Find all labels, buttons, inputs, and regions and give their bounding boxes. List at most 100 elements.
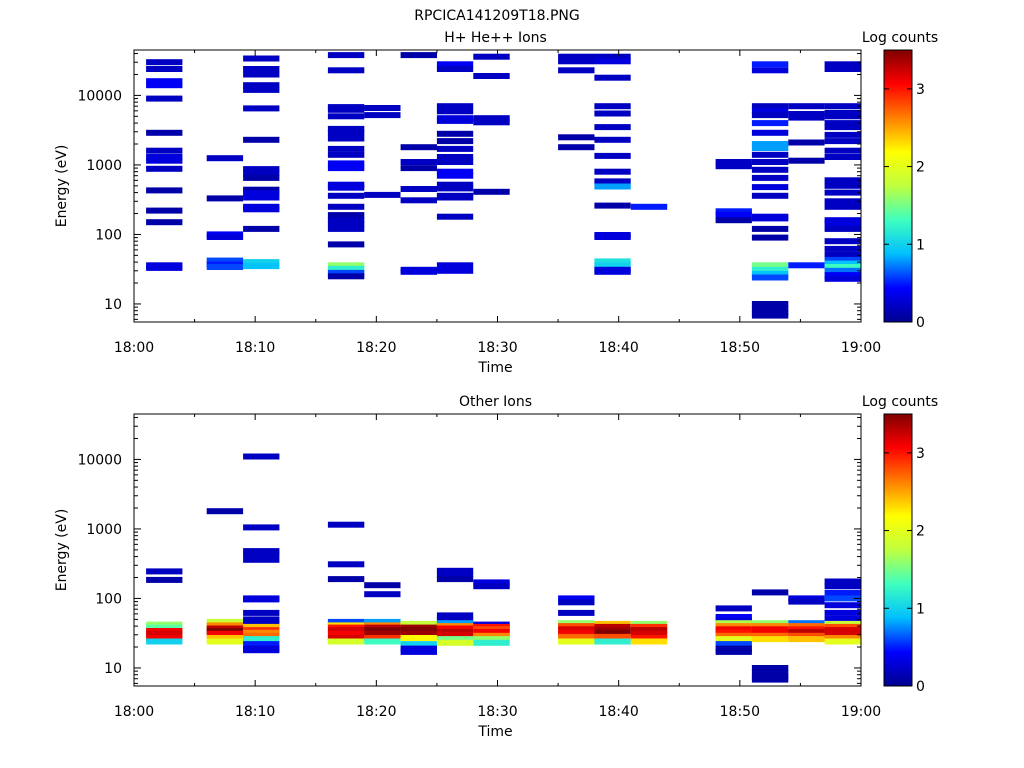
- heatmap-cell: [473, 73, 510, 79]
- colorbar-tick-label: 1: [916, 237, 925, 253]
- heatmap-cell: [824, 131, 861, 138]
- heatmap-cell: [715, 211, 752, 218]
- heatmap-cell: [364, 635, 401, 641]
- heatmap-cell: [473, 583, 510, 590]
- heatmap-cell: [327, 125, 365, 132]
- heatmap-cell: [788, 623, 825, 630]
- heatmap-cell: [558, 67, 595, 74]
- heatmap-cell: [473, 632, 510, 639]
- heatmap-cell: [364, 630, 401, 637]
- heatmap-cell: [327, 576, 365, 583]
- heatmap-cell: [146, 157, 183, 164]
- heatmap-cell: [436, 262, 474, 269]
- heatmap-cell: [400, 197, 437, 204]
- heatmap-cell: [146, 95, 183, 102]
- heatmap-cell: [594, 136, 631, 143]
- heatmap-cell: [400, 165, 437, 172]
- heatmap-cell: [630, 623, 668, 630]
- heatmap-cell: [146, 78, 183, 85]
- heatmap-cell: [146, 635, 183, 641]
- heatmap-cell: [436, 145, 474, 152]
- heatmap-cell: [400, 627, 437, 634]
- heatmap-cell: [146, 638, 183, 645]
- heatmap-cell: [146, 82, 183, 89]
- heatmap-cell: [715, 605, 752, 612]
- heatmap-cell: [824, 138, 861, 145]
- heatmap-cell: [473, 636, 510, 643]
- heatmap-cell: [824, 61, 861, 68]
- heatmap-cell: [751, 632, 789, 639]
- heatmap-cell: [436, 612, 474, 619]
- heatmap-cell: [243, 641, 280, 648]
- heatmap-cell: [594, 168, 631, 175]
- heatmap-cell: [146, 576, 183, 583]
- heatmap-cell: [243, 632, 280, 639]
- heatmap-cell: [751, 61, 789, 68]
- heatmap-cell: [436, 117, 474, 124]
- heatmap-cell: [436, 213, 474, 220]
- heatmap-cell: [436, 108, 474, 115]
- y-tick-label: 1000: [86, 522, 122, 538]
- heatmap-cell: [594, 629, 631, 636]
- heatmap-cell: [243, 194, 280, 201]
- heatmap-cell: [364, 191, 401, 198]
- heatmap-cell: [715, 208, 752, 215]
- heatmap-cell: [327, 52, 365, 59]
- heatmap-cell: [400, 641, 437, 648]
- heatmap-cell: [243, 105, 280, 112]
- heatmap-cell: [594, 262, 631, 269]
- heatmap-cell: [473, 53, 510, 60]
- heatmap-cells: [146, 453, 861, 683]
- heatmap-cell: [436, 639, 474, 646]
- heatmap-cell: [206, 508, 244, 515]
- heatmap-cell: [436, 138, 474, 145]
- heatmap-cell: [824, 109, 861, 116]
- heatmap-cell: [364, 638, 401, 645]
- heatmap-cell: [751, 589, 789, 596]
- heatmap-cell: [243, 225, 280, 232]
- heatmap-cell: [594, 202, 631, 209]
- heatmap-cell: [364, 105, 401, 111]
- heatmap-cell: [824, 251, 861, 258]
- heatmap-cell: [327, 151, 365, 158]
- y-tick-label: 10: [104, 297, 122, 313]
- heatmap-cell: [473, 639, 510, 646]
- heatmap-cell: [788, 103, 825, 110]
- heatmap-cell: [715, 623, 752, 630]
- heatmap-cell: [436, 130, 474, 137]
- heatmap-cell: [824, 583, 861, 590]
- heatmap-cell: [327, 67, 365, 74]
- heatmap-cell: [751, 129, 789, 136]
- heatmap-cell: [751, 301, 789, 307]
- heatmap-cell: [558, 629, 595, 636]
- heatmap-cell: [327, 192, 365, 199]
- heatmap-cell: [594, 178, 631, 185]
- heatmap-cell: [243, 524, 280, 531]
- heatmap-cell: [436, 625, 474, 632]
- colorbar: [883, 413, 913, 687]
- heatmap-cell: [715, 217, 752, 224]
- heatmap-cells: [146, 52, 861, 319]
- heatmap-cell: [788, 157, 825, 164]
- heatmap-cell: [327, 203, 365, 210]
- heatmap-cell: [788, 632, 825, 639]
- heatmap-cell: [327, 212, 365, 219]
- x-tick-label: 18:50: [720, 704, 760, 720]
- heatmap-cell: [146, 630, 183, 637]
- heatmap-cell: [788, 262, 825, 269]
- heatmap-cell: [630, 630, 668, 637]
- heatmap-cell: [436, 159, 474, 165]
- heatmap-cell: [594, 74, 631, 81]
- x-tick-label: 19:00: [841, 704, 881, 720]
- heatmap-cell: [715, 641, 752, 648]
- colorbar-label: Log counts: [862, 394, 938, 410]
- heatmap-cell: [436, 66, 474, 72]
- heatmap-cell: [824, 124, 861, 131]
- heatmap-cell: [206, 234, 244, 240]
- heatmap-cell: [400, 648, 437, 655]
- heatmap-cell: [400, 144, 437, 151]
- heatmap-cell: [594, 633, 631, 640]
- heatmap-cell: [364, 627, 401, 634]
- heatmap-cell: [146, 187, 183, 194]
